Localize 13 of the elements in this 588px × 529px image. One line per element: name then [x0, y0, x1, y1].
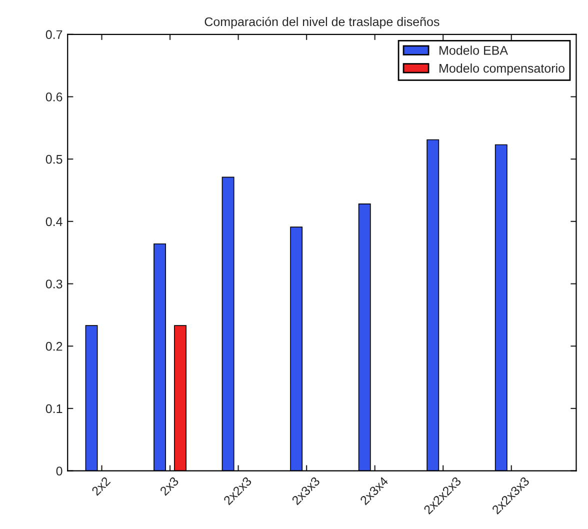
chart-title: Comparación del nivel de traslape diseños: [204, 16, 440, 29]
y-tick-label: 0.3: [46, 280, 62, 288]
y-tick-label: 0.2: [46, 342, 62, 351]
y-tick-label: 0.1: [46, 404, 62, 414]
y-tick-label: 0.4: [46, 217, 62, 226]
y-tick-label: 0: [56, 466, 62, 476]
x-tick-label: 2x2: [91, 476, 111, 496]
x-tick-label: 2x3: [159, 476, 180, 496]
legend-label: Modelo compensatorio: [440, 64, 564, 76]
y-tick-label: 0.6: [46, 92, 62, 102]
y-tick-label: 0.5: [46, 154, 62, 164]
legend-label: Modelo EBA: [440, 46, 508, 55]
y-tick-label: 0.7: [46, 30, 62, 40]
